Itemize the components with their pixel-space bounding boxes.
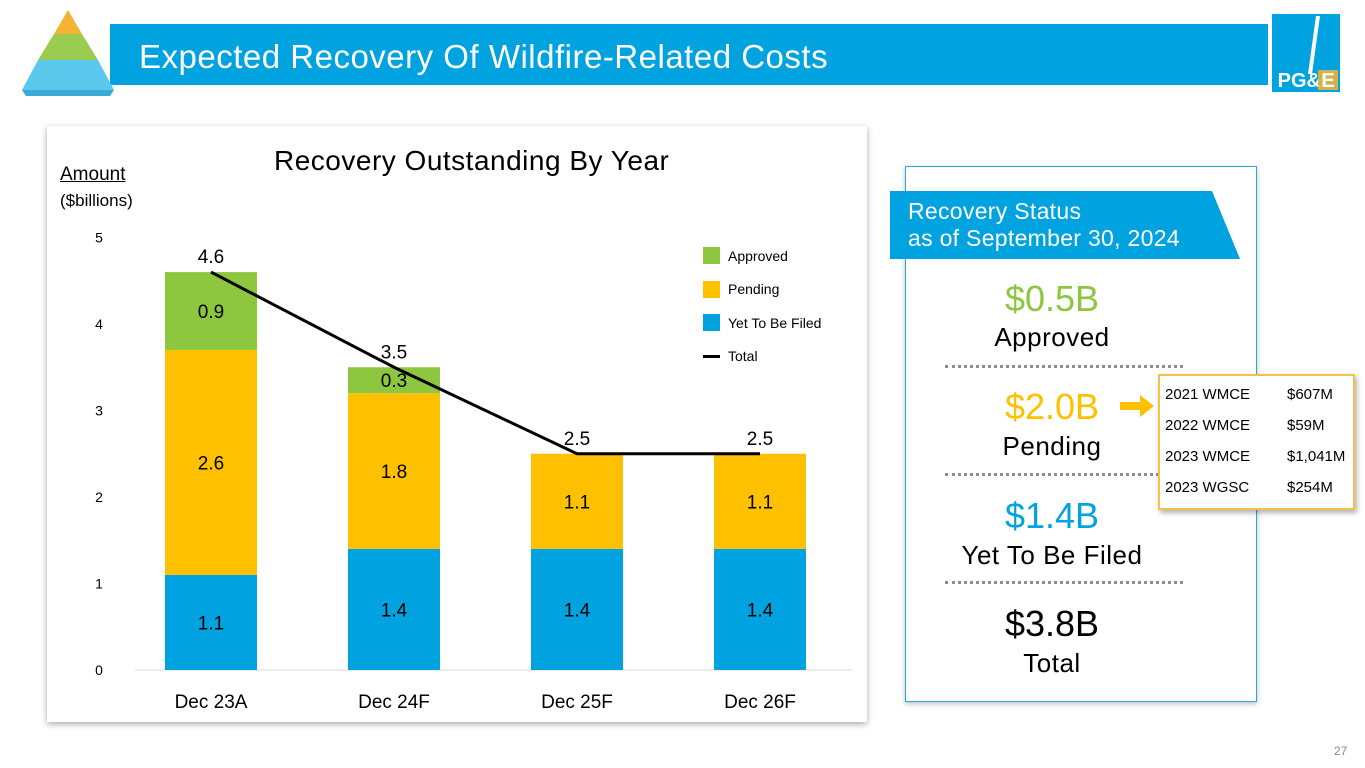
bar-segment-yet-to-be-filed bbox=[714, 548, 806, 670]
y-tick-label: 2 bbox=[95, 489, 103, 505]
y-axis-unit: ($billions) bbox=[60, 191, 133, 210]
data-label: 1.4 bbox=[381, 600, 408, 621]
legend-item-total: Total bbox=[703, 340, 821, 374]
arrow-right-icon bbox=[1120, 395, 1154, 417]
approved-label: Approved bbox=[994, 322, 1110, 352]
pge-logo: PG&E E bbox=[1272, 14, 1342, 94]
x-tick-label: Dec 25F bbox=[541, 692, 613, 713]
legend-item-yet-to-be-filed: Yet To Be Filed bbox=[703, 306, 821, 340]
y-tick-label: 0 bbox=[95, 662, 103, 678]
data-label: 1.8 bbox=[381, 462, 407, 483]
data-label: 1.1 bbox=[747, 492, 773, 513]
chart-panel: Amount ($billions) Recovery Outstanding … bbox=[47, 126, 867, 722]
chart-legend: Approved Pending Yet To Be Filed Total bbox=[703, 239, 821, 373]
detail-name: 2021 WMCE bbox=[1165, 386, 1251, 403]
bar-segment-pending bbox=[714, 453, 806, 549]
detail-name: 2023 WGSC bbox=[1165, 479, 1250, 496]
yet-to-be-filed-label: Yet To Be Filed bbox=[961, 540, 1143, 570]
detail-amount: $254M bbox=[1287, 479, 1333, 496]
y-tick-label: 1 bbox=[95, 576, 103, 592]
data-label: 1.1 bbox=[198, 613, 224, 634]
detail-name: 2022 WMCE bbox=[1165, 417, 1251, 434]
x-tick-label: Dec 26F bbox=[724, 692, 796, 713]
total-label: 4.6 bbox=[198, 247, 224, 268]
total-label: 2.5 bbox=[747, 429, 773, 450]
bar-segment-approved bbox=[165, 272, 257, 350]
bar-segment-pending bbox=[165, 349, 257, 575]
pending-value: $2.0B bbox=[1004, 386, 1100, 427]
y-tick-label: 4 bbox=[95, 316, 103, 332]
yet-to-be-filed-value: $1.4B bbox=[1004, 495, 1100, 536]
detail-amount: $1,041M bbox=[1287, 448, 1346, 465]
pyramid-icon bbox=[22, 10, 114, 96]
svg-text:E: E bbox=[1321, 70, 1334, 92]
status-banner bbox=[890, 191, 1240, 259]
approved-value: $0.5B bbox=[1004, 278, 1100, 319]
data-label: 1.4 bbox=[564, 600, 591, 621]
x-tick-label: Dec 24F bbox=[358, 692, 430, 713]
data-label: 0.9 bbox=[198, 302, 224, 323]
bar-segment-yet-to-be-filed bbox=[531, 548, 623, 670]
divider bbox=[945, 365, 1183, 368]
x-tick-label: Dec 23A bbox=[175, 692, 248, 713]
data-label: 0.3 bbox=[381, 371, 407, 392]
data-label: 1.1 bbox=[564, 492, 590, 513]
stacked-bar-chart: 0 1 2 3 4 5 1.1 2.6 0.9 Dec 23A 1.4 1.8 0.3 Dec 24F 1.… bbox=[95, 230, 852, 713]
detail-amount: $607M bbox=[1287, 386, 1333, 403]
bar-segment-pending bbox=[531, 453, 623, 549]
detail-name: 2023 WMCE bbox=[1165, 448, 1251, 465]
total-value: $3.8B bbox=[1004, 603, 1100, 644]
pending-detail-box: 2021 WMCE $607M 2022 WMCE $59M 2023 WMCE… bbox=[1158, 374, 1355, 510]
bar-segment-pending bbox=[348, 393, 440, 549]
data-label: 2.6 bbox=[198, 453, 224, 474]
y-tick-label: 5 bbox=[95, 230, 103, 246]
pending-label: Pending bbox=[1002, 431, 1102, 461]
y-tick-label: 3 bbox=[95, 403, 103, 419]
legend-item-pending: Pending bbox=[703, 273, 821, 307]
divider bbox=[945, 473, 1183, 476]
bar-segment-yet-to-be-filed bbox=[348, 548, 440, 670]
y-axis-label: Amount bbox=[60, 164, 126, 185]
chart-title: Recovery Outstanding By Year bbox=[274, 145, 670, 176]
status-banner-text: Recovery Status as of September 30, 2024 bbox=[908, 198, 1180, 251]
detail-amount: $59M bbox=[1287, 417, 1325, 434]
page-title: Expected Recovery Of Wildfire-Related Co… bbox=[139, 38, 829, 75]
total-label: 2.5 bbox=[564, 429, 590, 450]
title-bar bbox=[110, 24, 1268, 85]
total-label: 3.5 bbox=[381, 342, 407, 363]
divider bbox=[945, 581, 1183, 584]
page-number: 27 bbox=[1334, 744, 1348, 758]
total-label: Total bbox=[1023, 648, 1081, 678]
bar-segment-yet-to-be-filed bbox=[165, 574, 257, 670]
data-label: 1.4 bbox=[747, 600, 774, 621]
legend-item-approved: Approved bbox=[703, 239, 821, 273]
total-line bbox=[210, 270, 760, 456]
